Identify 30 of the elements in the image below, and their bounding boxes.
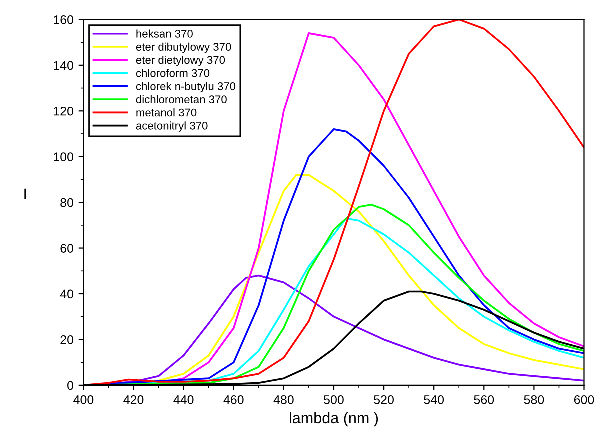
x-tick-label: 540 [424, 395, 444, 404]
y-tick-label: 100 [54, 152, 74, 162]
x-tick-label: 560 [474, 395, 494, 404]
x-tick-label: 400 [74, 395, 94, 404]
y-tick-label: 140 [54, 61, 74, 70]
y-tick-label: 160 [54, 16, 74, 24]
x-tick-label: 600 [574, 395, 594, 404]
legend-label: metanol 370 [136, 108, 197, 117]
legend-label: dichlorometan 370 [136, 95, 227, 104]
legend-label: eter dietylowy 370 [136, 56, 226, 66]
legend-label: chlorek n-butylu 370 [136, 82, 236, 93]
x-axis-title: lambda (nm ) [290, 412, 378, 427]
legend-label: acetonitryl 370 [136, 122, 208, 132]
y-tick-label: 20 [60, 336, 74, 344]
y-tick-label: 0 [68, 381, 74, 390]
y-axis-title: I [24, 188, 26, 200]
x-tick-label: 480 [274, 395, 294, 404]
x-tick-label: 440 [174, 395, 194, 404]
x-tick-label: 420 [124, 395, 144, 404]
y-tick-label: 120 [54, 106, 74, 116]
x-tick-label: 500 [324, 395, 344, 404]
x-tick-label: 580 [524, 395, 544, 404]
y-tick-label: 40 [60, 290, 74, 299]
legend-label: heksan 370 [136, 30, 193, 38]
x-tick-label: 520 [374, 395, 394, 404]
y-tick-label: 60 [60, 244, 74, 253]
legend-label: eter dibutylowy 370 [136, 42, 232, 54]
legend-label: chloroform 370 [136, 69, 210, 78]
y-tick-label: 80 [60, 198, 74, 208]
x-tick-label: 460 [224, 395, 244, 404]
